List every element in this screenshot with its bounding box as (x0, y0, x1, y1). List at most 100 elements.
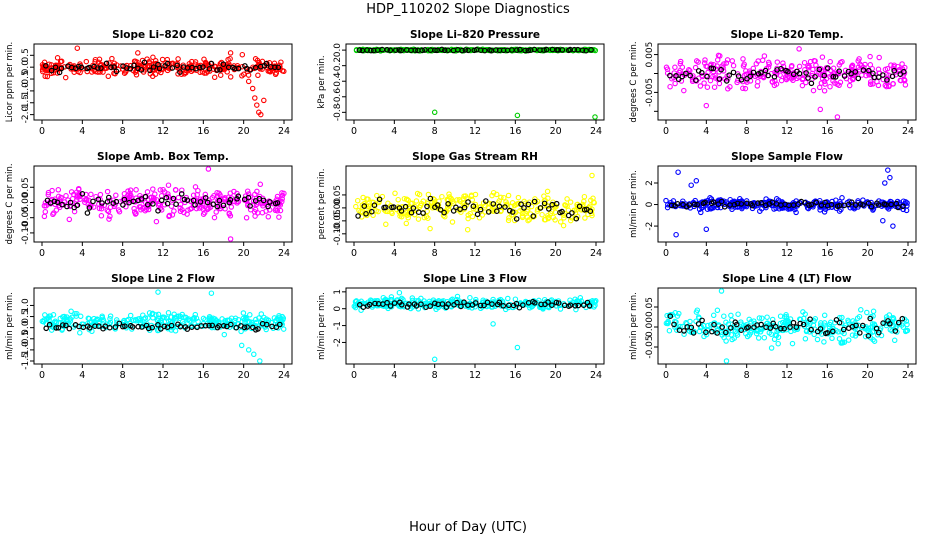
data-point (856, 313, 863, 320)
x-tick-label: 24 (590, 126, 602, 137)
data-point (710, 73, 716, 80)
data-point (216, 320, 222, 326)
data-point (491, 203, 497, 210)
data-point (105, 73, 112, 80)
reference-point (155, 208, 161, 214)
data-point (247, 312, 253, 318)
plot-frame (345, 43, 605, 121)
data-point (50, 312, 57, 318)
reference-point (135, 323, 142, 330)
data-point (870, 81, 876, 87)
reference-point (164, 200, 171, 207)
data-point (40, 64, 46, 70)
reference-point (158, 326, 164, 332)
reference-point (722, 329, 729, 336)
x-tick-label: 8 (120, 126, 126, 137)
data-point (764, 314, 770, 320)
reference-point (142, 193, 149, 200)
reference-point (853, 322, 859, 329)
data-point (255, 72, 261, 79)
data-point (45, 191, 52, 198)
reference-point (702, 199, 708, 206)
y-tick-label: -0.05 (333, 209, 343, 232)
reference-point (899, 315, 906, 322)
reference-point (86, 64, 92, 71)
data-point (173, 316, 180, 322)
data-point (773, 332, 780, 339)
panel-title: Slope Line 2 Flow (111, 273, 215, 285)
data-point (259, 58, 266, 65)
data-point (403, 220, 410, 227)
reference-point (723, 78, 730, 84)
y-axis-label: Licor ppm per min. (5, 42, 15, 123)
data-point (113, 192, 119, 199)
reference-point (710, 65, 717, 72)
data-point (567, 217, 574, 224)
data-point (360, 194, 366, 201)
reference-point (424, 203, 430, 210)
reference-point (274, 200, 281, 206)
reference-point (824, 65, 831, 71)
data-point (439, 193, 445, 200)
data-point (209, 194, 216, 201)
reference-point (113, 198, 120, 205)
data-point (415, 216, 422, 222)
reference-point (445, 47, 451, 54)
reference-point (880, 320, 886, 326)
data-point (774, 59, 781, 65)
data-point (132, 317, 139, 323)
data-point (158, 322, 165, 328)
data-point (211, 214, 218, 221)
reference-point (817, 326, 824, 332)
data-point (63, 193, 69, 199)
reference-point (800, 321, 807, 328)
reference-point (694, 201, 700, 208)
x-tick-label: 16 (821, 126, 833, 137)
data-point (875, 66, 882, 73)
data-point-outlier (673, 231, 679, 238)
data-point (525, 217, 531, 224)
data-point (458, 209, 464, 215)
reference-point (220, 202, 227, 209)
data-point (666, 327, 673, 334)
data-point (131, 205, 137, 212)
data-point (48, 70, 55, 77)
data-point (711, 84, 718, 90)
reference-point (470, 203, 477, 210)
reference-point (99, 200, 105, 206)
data-point (582, 215, 588, 221)
data-point (132, 211, 139, 217)
reference-point (273, 324, 280, 331)
data-point-outlier (718, 288, 725, 294)
reference-point (217, 67, 223, 73)
data-point (707, 205, 713, 212)
y-tick-label: 1.0 (21, 298, 31, 313)
reference-point (356, 47, 363, 53)
reference-point (496, 299, 503, 306)
data-point (757, 208, 763, 214)
data-point-outlier (796, 46, 802, 52)
data-point (217, 72, 224, 78)
data-point (800, 309, 806, 315)
data-point (884, 65, 891, 72)
data-point (707, 77, 714, 84)
reference-point (98, 65, 104, 71)
reference-point (96, 323, 102, 329)
reference-point (859, 322, 866, 329)
reference-point (398, 47, 405, 54)
data-point (803, 328, 810, 335)
reference-point (90, 198, 96, 205)
data-point (272, 71, 279, 78)
data-point (539, 304, 545, 310)
data-point (88, 191, 94, 198)
reference-point (771, 74, 778, 80)
reference-point (683, 70, 689, 77)
reference-point (900, 203, 906, 210)
y-axis-label: ml/min per min. (5, 292, 15, 360)
reference-point (673, 73, 679, 79)
reference-point (481, 302, 487, 309)
reference-point (572, 302, 579, 309)
reference-point (714, 330, 721, 336)
data-point (238, 328, 244, 335)
